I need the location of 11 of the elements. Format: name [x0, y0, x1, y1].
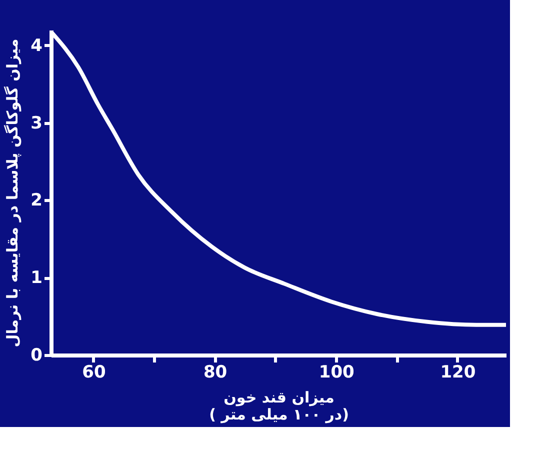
y-tick-label: 1 — [30, 268, 42, 288]
x-axis-title: میزان قند خون ( در ۱۰۰ میلی متر) — [209, 388, 349, 424]
y-tick-label: 2 — [30, 190, 42, 211]
x-tick-label: 120 — [440, 362, 476, 382]
y-tick-label: 0 — [30, 346, 43, 366]
y-axis-title: میزان گلوکاگن پلاسما در مقایسه با نرمال — [4, 38, 22, 348]
x-tick-label: 60 — [82, 362, 106, 382]
y-tick-label: 4 — [30, 36, 43, 56]
y-tick-label: 3 — [30, 113, 42, 134]
x-tick-label: 80 — [203, 362, 228, 382]
x-tick-label: 100 — [318, 362, 355, 382]
